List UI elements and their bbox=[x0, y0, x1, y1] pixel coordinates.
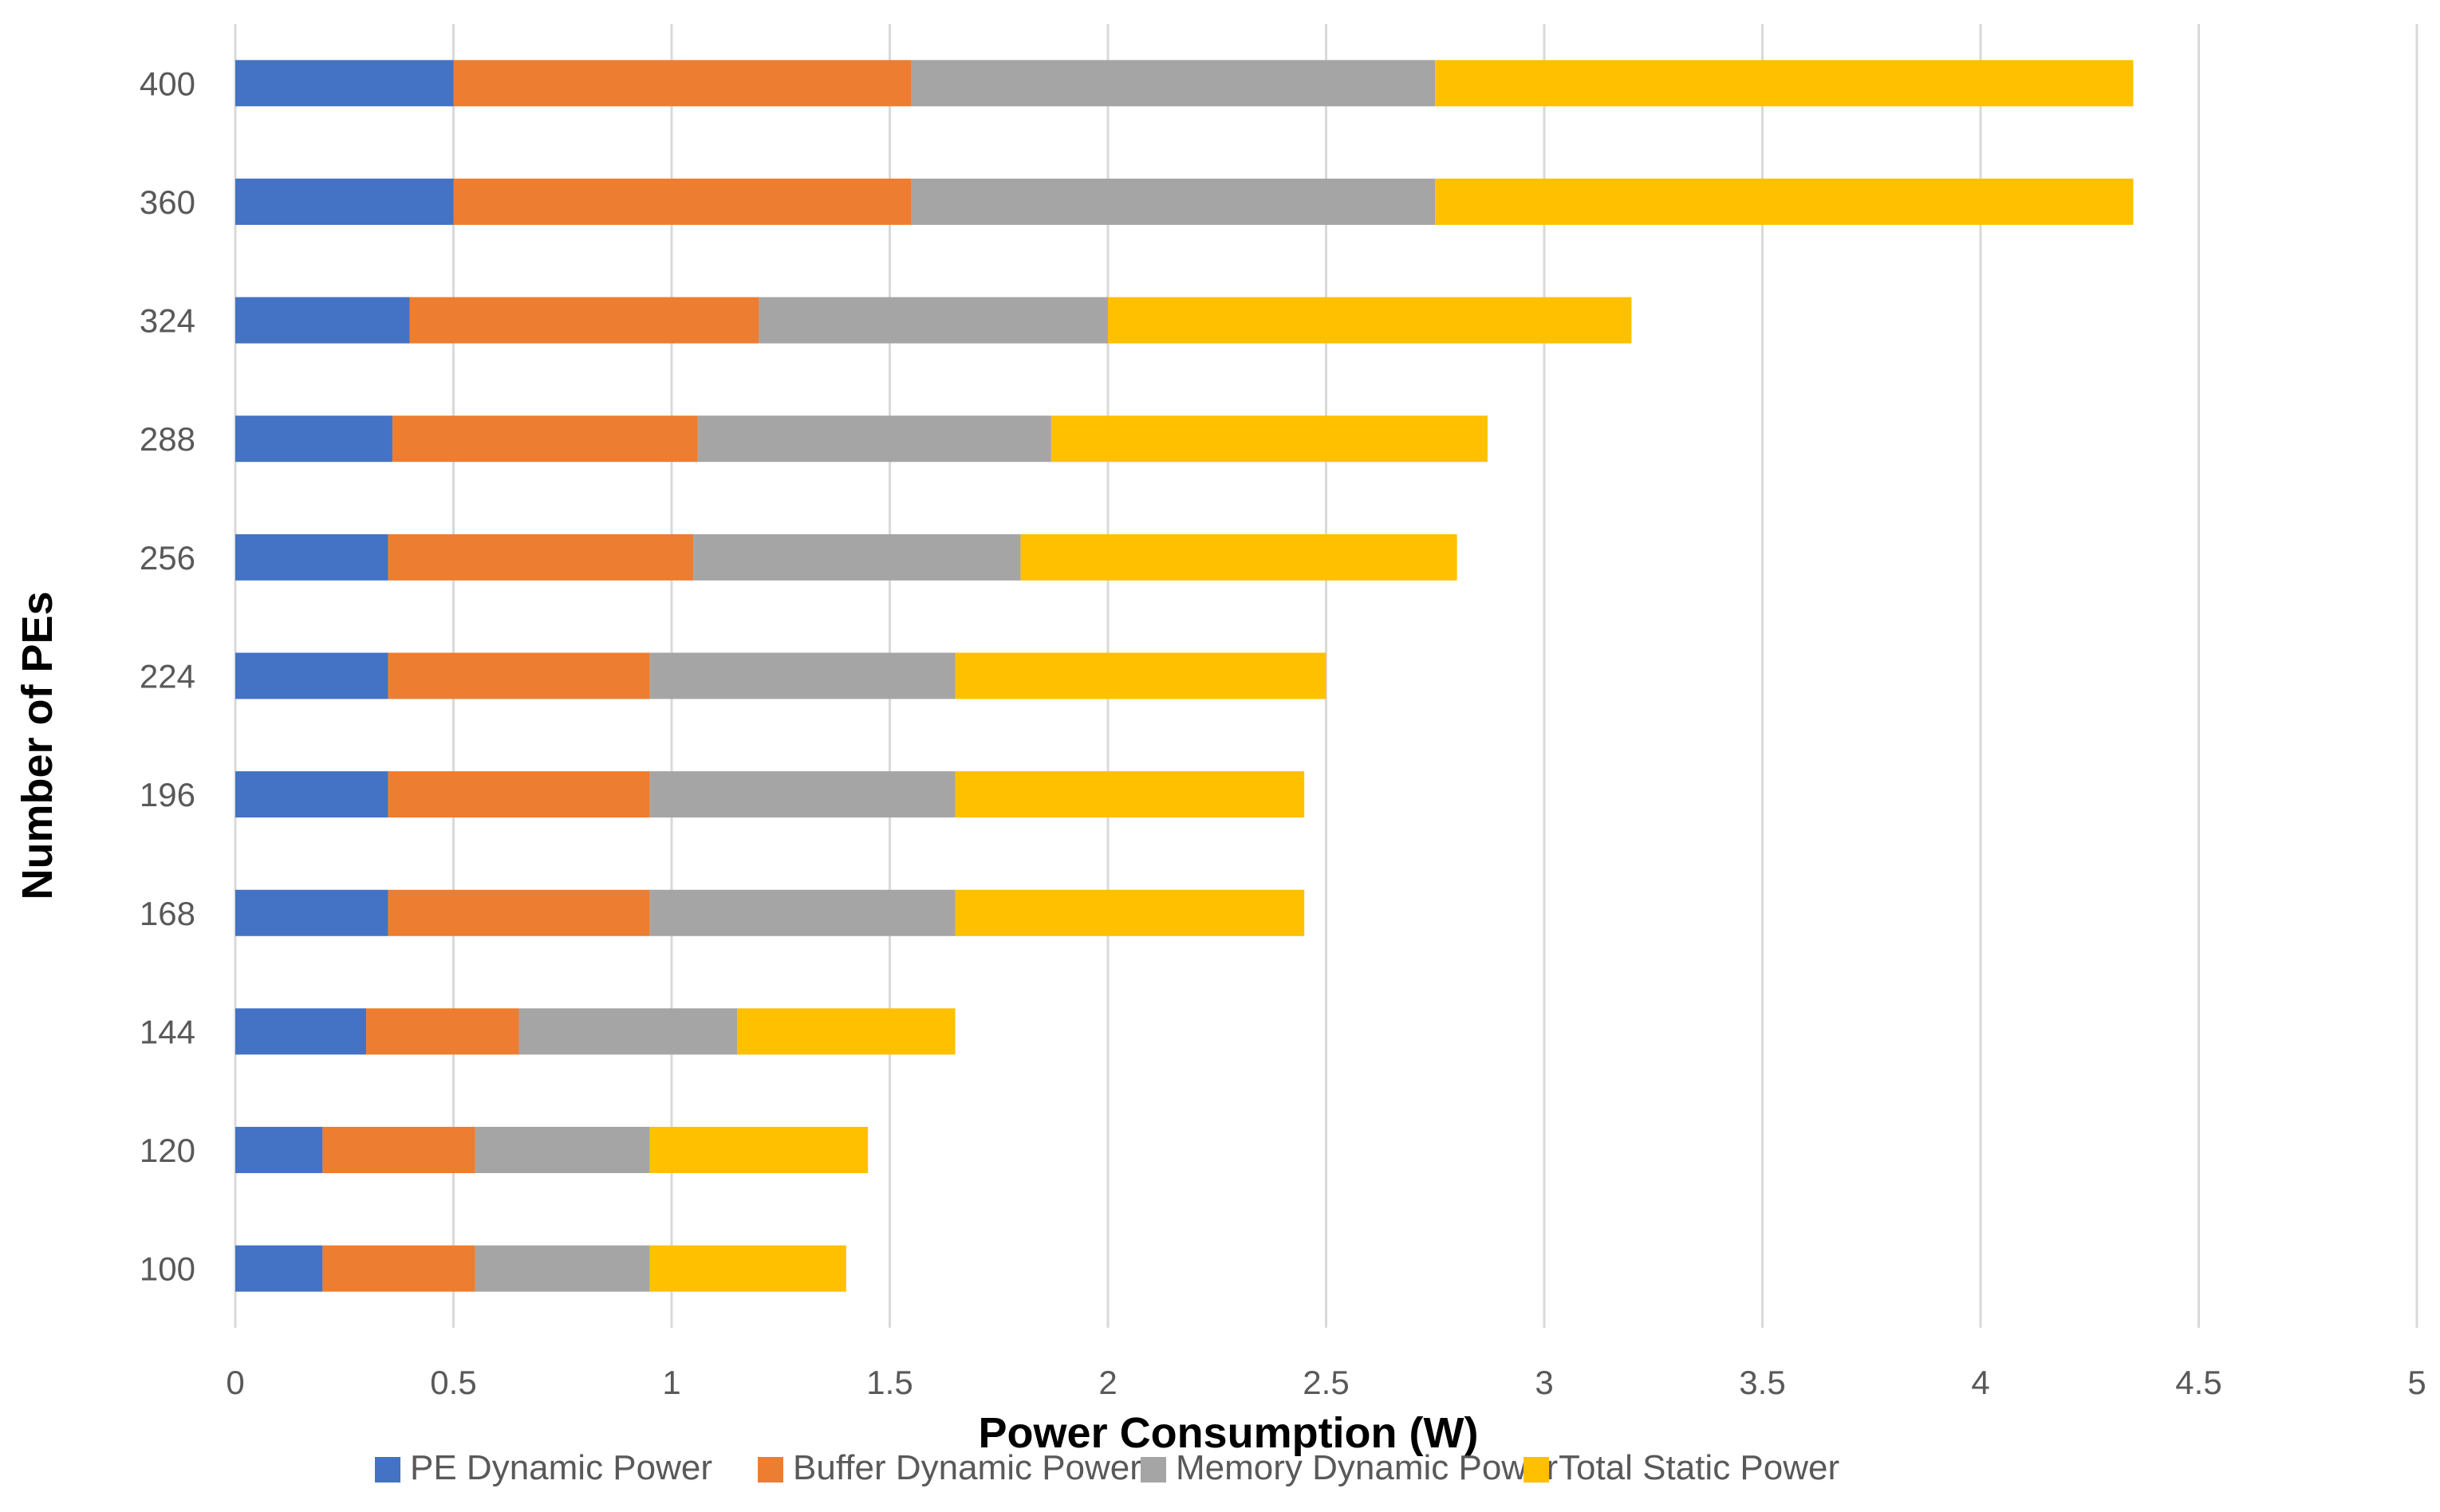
legend: PE Dynamic Power Buffer Dynamic Power Memo… bbox=[375, 1448, 1839, 1487]
y-tick-label: 256 bbox=[140, 539, 195, 577]
bar-buffer-dynamic-power-120 bbox=[322, 1127, 475, 1174]
bar-pe-dynamic-power-324 bbox=[235, 297, 410, 344]
y-tick-label: 168 bbox=[140, 895, 195, 932]
bar-pe-dynamic-power-256 bbox=[235, 534, 388, 581]
bar-memory-dynamic-power-324 bbox=[759, 297, 1108, 344]
legend-label: PE Dynamic Power bbox=[410, 1448, 712, 1487]
bar-memory-dynamic-power-288 bbox=[697, 415, 1051, 463]
y-tick-label: 360 bbox=[140, 183, 195, 221]
bar-buffer-dynamic-power-100 bbox=[322, 1245, 475, 1292]
x-tick-label: 0 bbox=[226, 1364, 244, 1401]
bar-pe-dynamic-power-400 bbox=[235, 60, 454, 107]
bar-pe-dynamic-power-120 bbox=[235, 1127, 323, 1174]
x-tick-label: 2 bbox=[1098, 1364, 1117, 1401]
bar-total-static-power-168 bbox=[955, 889, 1305, 936]
bar-pe-dynamic-power-224 bbox=[235, 652, 388, 699]
bar-buffer-dynamic-power-256 bbox=[388, 534, 694, 581]
bar-pe-dynamic-power-144 bbox=[235, 1008, 367, 1055]
bar-buffer-dynamic-power-400 bbox=[453, 60, 912, 107]
bar-pe-dynamic-power-360 bbox=[235, 178, 454, 225]
x-tick-label: 1.5 bbox=[866, 1364, 913, 1401]
bar-total-static-power-120 bbox=[649, 1127, 869, 1174]
bar-total-static-power-144 bbox=[737, 1008, 956, 1055]
y-axis-title: Number of PEs bbox=[14, 591, 61, 900]
bar-total-static-power-224 bbox=[955, 652, 1326, 699]
bar-memory-dynamic-power-224 bbox=[649, 652, 956, 699]
bar-total-static-power-288 bbox=[1051, 415, 1488, 463]
legend-label: Total Static Power bbox=[1559, 1448, 1839, 1487]
bar-memory-dynamic-power-256 bbox=[693, 534, 1021, 581]
x-tick-label: 2.5 bbox=[1303, 1364, 1349, 1401]
bar-memory-dynamic-power-360 bbox=[911, 178, 1436, 225]
y-tick-label: 324 bbox=[140, 302, 195, 340]
bar-total-static-power-100 bbox=[649, 1245, 846, 1292]
y-tick-label: 288 bbox=[140, 420, 195, 458]
bars bbox=[235, 60, 2134, 1292]
legend-swatch bbox=[1524, 1457, 1549, 1482]
y-tick-label: 144 bbox=[140, 1013, 195, 1050]
bar-total-static-power-324 bbox=[1108, 297, 1632, 344]
x-tick-label: 1 bbox=[662, 1364, 680, 1401]
y-tick-label: 120 bbox=[140, 1132, 195, 1169]
y-tick-label: 224 bbox=[140, 658, 195, 695]
bar-memory-dynamic-power-196 bbox=[649, 771, 956, 818]
legend-swatch bbox=[1141, 1457, 1166, 1482]
bar-total-static-power-400 bbox=[1435, 60, 2134, 107]
bar-memory-dynamic-power-120 bbox=[475, 1127, 650, 1174]
bar-buffer-dynamic-power-144 bbox=[366, 1008, 519, 1055]
y-tick-label: 100 bbox=[140, 1250, 195, 1288]
legend-label: Memory Dynamic Power bbox=[1176, 1448, 1558, 1487]
bar-memory-dynamic-power-100 bbox=[475, 1245, 650, 1292]
x-tick-label: 3.5 bbox=[1739, 1364, 1785, 1401]
bar-total-static-power-256 bbox=[1020, 534, 1457, 581]
y-tick-label: 196 bbox=[140, 776, 195, 813]
bar-buffer-dynamic-power-360 bbox=[453, 178, 912, 225]
x-tick-label: 4.5 bbox=[2175, 1364, 2221, 1401]
bar-memory-dynamic-power-400 bbox=[911, 60, 1436, 107]
x-tick-label: 5 bbox=[2407, 1364, 2426, 1401]
legend-swatch bbox=[375, 1457, 400, 1482]
bar-buffer-dynamic-power-224 bbox=[388, 652, 650, 699]
x-tick-label: 0.5 bbox=[430, 1364, 476, 1401]
bar-pe-dynamic-power-168 bbox=[235, 889, 388, 936]
x-tick-label: 4 bbox=[1971, 1364, 1989, 1401]
bar-buffer-dynamic-power-288 bbox=[392, 415, 698, 463]
bar-pe-dynamic-power-196 bbox=[235, 771, 388, 818]
bar-total-static-power-196 bbox=[955, 771, 1305, 818]
bar-memory-dynamic-power-168 bbox=[649, 889, 956, 936]
bar-pe-dynamic-power-100 bbox=[235, 1245, 323, 1292]
y-tick-label: 400 bbox=[140, 65, 195, 102]
legend-label: Buffer Dynamic Power bbox=[793, 1448, 1141, 1487]
y-axis-tick-labels: 100 120 144 168 196 224 256 288 324 360 400 bbox=[140, 65, 195, 1287]
bar-pe-dynamic-power-288 bbox=[235, 415, 392, 463]
bar-buffer-dynamic-power-324 bbox=[409, 297, 759, 344]
bar-total-static-power-360 bbox=[1435, 178, 2134, 225]
bar-buffer-dynamic-power-196 bbox=[388, 771, 650, 818]
x-axis-tick-labels: 0 0.5 1 1.5 2 2.5 3 3.5 4 4.5 5 bbox=[226, 1364, 2426, 1401]
x-tick-label: 3 bbox=[1535, 1364, 1553, 1401]
bar-memory-dynamic-power-144 bbox=[518, 1008, 738, 1055]
bar-buffer-dynamic-power-168 bbox=[388, 889, 650, 936]
x-axis-title: Power Consumption (W) bbox=[979, 1409, 1479, 1457]
legend-swatch bbox=[758, 1457, 783, 1482]
